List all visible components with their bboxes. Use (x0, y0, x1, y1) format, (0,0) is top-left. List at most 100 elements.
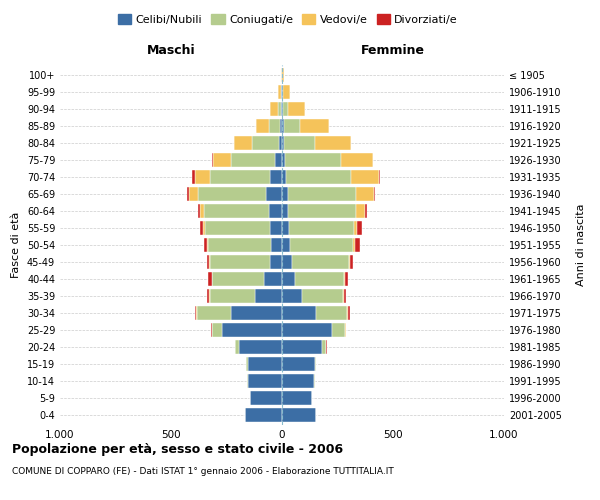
Bar (282, 357, 316, 371)
Bar (282, 238, 290, 252)
Bar (197, 187, 266, 201)
Bar (282, 272, 295, 286)
Bar (286, 170, 351, 184)
Bar (270, 255, 282, 269)
Bar (284, 119, 301, 133)
Bar (210, 255, 270, 269)
Bar (292, 255, 349, 269)
Bar (287, 187, 356, 201)
Bar (195, 306, 196, 320)
Bar (344, 289, 346, 303)
Bar (282, 119, 284, 133)
Bar (356, 187, 374, 201)
Bar (295, 272, 344, 286)
Bar (379, 170, 380, 184)
Bar (270, 102, 278, 116)
Bar (278, 136, 282, 150)
Bar (264, 272, 282, 286)
Bar (197, 204, 200, 218)
Bar (208, 272, 212, 286)
Bar (345, 272, 348, 286)
Text: Popolazione per età, sesso e stato civile - 2006: Popolazione per età, sesso e stato civil… (12, 442, 343, 456)
Bar (208, 238, 271, 252)
Bar (353, 238, 355, 252)
Bar (210, 170, 270, 184)
Bar (278, 102, 281, 116)
Bar (189, 187, 197, 201)
Bar (316, 306, 347, 320)
Bar (235, 340, 239, 354)
Bar (207, 255, 209, 269)
Bar (212, 272, 264, 286)
Bar (270, 221, 282, 235)
Bar (282, 153, 286, 167)
Bar (286, 153, 341, 167)
Bar (269, 119, 280, 133)
Bar (212, 153, 213, 167)
Bar (256, 119, 269, 133)
Bar (256, 289, 282, 303)
Bar (350, 255, 353, 269)
Bar (252, 136, 278, 150)
Bar (284, 136, 316, 150)
Bar (301, 119, 329, 133)
Bar (283, 68, 284, 82)
Bar (282, 289, 302, 303)
Bar (287, 102, 305, 116)
Bar (348, 306, 350, 320)
Bar (332, 323, 345, 337)
Y-axis label: Anni di nascita: Anni di nascita (575, 204, 586, 286)
Bar (245, 408, 282, 422)
Bar (302, 289, 343, 303)
Bar (269, 204, 282, 218)
Bar (282, 408, 316, 422)
Bar (239, 340, 282, 354)
Bar (341, 153, 373, 167)
Bar (283, 102, 287, 116)
Bar (287, 204, 356, 218)
Bar (210, 289, 256, 303)
Text: COMUNE DI COPPARO (FE) - Dati ISTAT 1° gennaio 2006 - Elaborazione TUTTITALIA.IT: COMUNE DI COPPARO (FE) - Dati ISTAT 1° g… (12, 468, 394, 476)
Text: Femmine: Femmine (361, 44, 425, 57)
Bar (212, 323, 222, 337)
Bar (204, 204, 269, 218)
Bar (289, 221, 354, 235)
Legend: Celibi/Nubili, Coniugati/e, Vedovi/e, Divorziati/e: Celibi/Nubili, Coniugati/e, Vedovi/e, Di… (115, 10, 461, 28)
Bar (354, 221, 358, 235)
Bar (196, 170, 210, 184)
Bar (349, 255, 350, 269)
Bar (248, 357, 282, 371)
Bar (343, 289, 344, 303)
Bar (247, 357, 248, 371)
Bar (248, 374, 282, 388)
Bar (282, 391, 312, 405)
Bar (270, 170, 282, 184)
Bar (344, 272, 345, 286)
Bar (205, 221, 270, 235)
Bar (282, 102, 283, 116)
Bar (282, 323, 332, 337)
Bar (204, 238, 206, 252)
Bar (365, 204, 367, 218)
Bar (200, 204, 204, 218)
Bar (200, 221, 203, 235)
Bar (351, 170, 379, 184)
Bar (358, 221, 362, 235)
Bar (250, 391, 282, 405)
Bar (213, 153, 231, 167)
Bar (207, 289, 209, 303)
Bar (275, 153, 282, 167)
Bar (356, 204, 365, 218)
Bar (266, 187, 282, 201)
Bar (322, 340, 326, 354)
Bar (231, 153, 275, 167)
Bar (282, 374, 314, 388)
Bar (197, 306, 231, 320)
Bar (203, 221, 205, 235)
Bar (234, 136, 252, 150)
Bar (282, 255, 292, 269)
Bar (278, 85, 281, 99)
Bar (283, 85, 290, 99)
Bar (192, 170, 196, 184)
Bar (282, 306, 316, 320)
